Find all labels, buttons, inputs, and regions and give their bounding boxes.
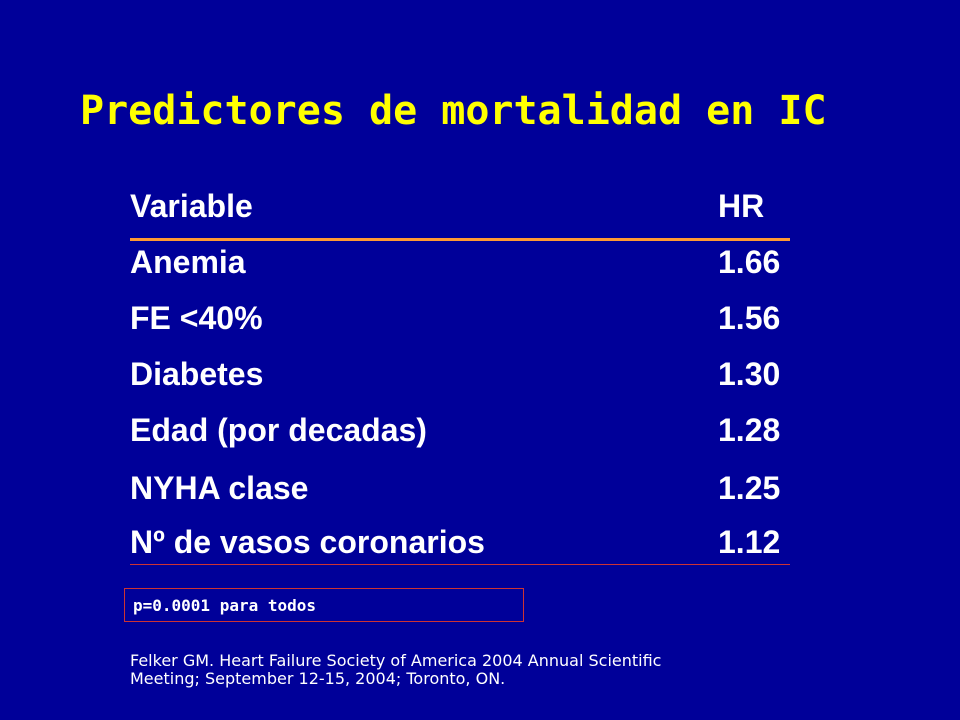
row-variable: Nº de vasos coronarios bbox=[130, 524, 485, 560]
row-variable: NYHA clase bbox=[130, 470, 309, 506]
row-variable: FE <40% bbox=[130, 300, 263, 336]
table-bottom-rule bbox=[130, 564, 790, 565]
table-row: Nº de vasos coronarios 1.12 bbox=[130, 524, 790, 564]
table-row: NYHA clase 1.25 bbox=[130, 470, 790, 510]
slide-title: Predictores de mortalidad en IC bbox=[80, 88, 827, 134]
reference-line-2: Meeting; September 12-15, 2004; Toronto,… bbox=[130, 669, 506, 688]
table-row: Diabetes 1.30 bbox=[130, 356, 790, 396]
row-variable: Anemia bbox=[130, 244, 246, 280]
reference-line-1: Felker GM. Heart Failure Society of Amer… bbox=[130, 651, 662, 670]
row-hr: 1.30 bbox=[718, 356, 781, 392]
row-hr: 1.66 bbox=[718, 244, 781, 280]
p-value-note: p=0.0001 para todos bbox=[124, 588, 524, 622]
header-divider bbox=[130, 238, 790, 241]
row-variable: Edad (por decadas) bbox=[130, 412, 427, 448]
row-variable: Diabetes bbox=[130, 356, 264, 392]
row-hr: 1.28 bbox=[718, 412, 781, 448]
table-row: Anemia 1.66 bbox=[130, 244, 790, 284]
table-row: FE <40% 1.56 bbox=[130, 300, 790, 340]
table-header: Variable HR bbox=[130, 188, 790, 228]
row-hr: 1.56 bbox=[718, 300, 781, 336]
header-hr: HR bbox=[718, 188, 765, 224]
row-hr: 1.25 bbox=[718, 470, 781, 506]
table-row: Edad (por decadas) 1.28 bbox=[130, 412, 790, 452]
reference-citation: Felker GM. Heart Failure Society of Amer… bbox=[130, 652, 830, 688]
header-variable: Variable bbox=[130, 188, 253, 224]
row-hr: 1.12 bbox=[718, 524, 781, 560]
